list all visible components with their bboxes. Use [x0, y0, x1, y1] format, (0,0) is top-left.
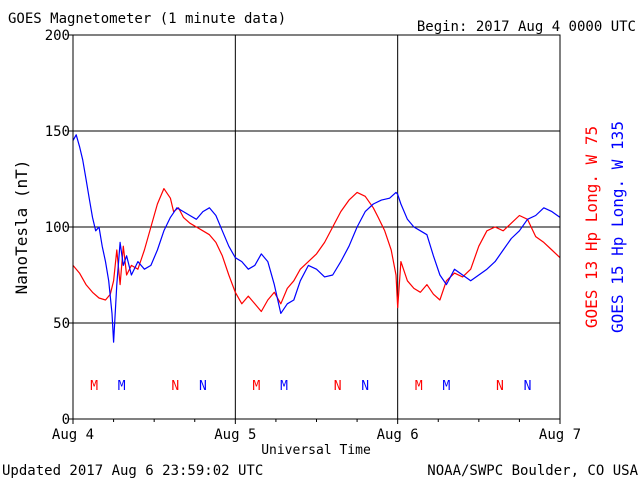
source-credit: NOAA/SWPC Boulder, CO USA [427, 463, 638, 479]
noon-midnight-marker: M [415, 379, 423, 394]
noon-midnight-marker: M [90, 379, 98, 394]
noon-midnight-marker: M [118, 379, 126, 394]
y-tick-label: 150 [45, 124, 70, 140]
noon-midnight-marker: M [253, 379, 261, 394]
chart-title: GOES Magnetometer (1 minute data) [8, 11, 286, 27]
series-line-goes15 [72, 134, 561, 343]
x-tick-label: Aug 4 [52, 427, 94, 443]
noon-midnight-marker: N [496, 379, 504, 394]
noon-midnight-marker: N [171, 379, 179, 394]
y-tick-label: 50 [53, 316, 70, 332]
legend-series-goes15: GOES 15 Hp Long. W 135 [608, 121, 627, 333]
begin-label: Begin: 2017 Aug 4 0000 UTC [417, 19, 636, 35]
x-tick-label: Aug 7 [539, 427, 581, 443]
x-tick-label: Aug 5 [214, 427, 256, 443]
y-axis: 0 50 100 150 200 [45, 28, 73, 428]
y-tick-label: 100 [45, 220, 70, 236]
updated-timestamp: Updated 2017 Aug 6 23:59:02 UTC [2, 463, 263, 479]
y-tick-label: 200 [45, 28, 70, 44]
x-tick-label: Aug 6 [377, 427, 419, 443]
y-tick-label: 0 [62, 412, 70, 428]
noon-midnight-marker: N [361, 379, 369, 394]
x-axis-label: Universal Time [261, 443, 371, 458]
grid [73, 35, 560, 419]
series-layer [72, 134, 561, 343]
noon-midnight-marker: M [442, 379, 450, 394]
noon-midnight-marker: N [334, 379, 342, 394]
series-line-goes13 [72, 188, 561, 313]
noon-midnight-marker: N [524, 379, 532, 394]
y-axis-label: NanoTesla (nT) [12, 160, 31, 295]
noon-midnight-marker: N [199, 379, 207, 394]
legend-series-goes13: GOES 13 Hp Long. W 75 [582, 126, 601, 328]
noon-midnight-marker: M [280, 379, 288, 394]
x-axis: Aug 4 Aug 5 Aug 6 Aug 7 [52, 419, 581, 443]
